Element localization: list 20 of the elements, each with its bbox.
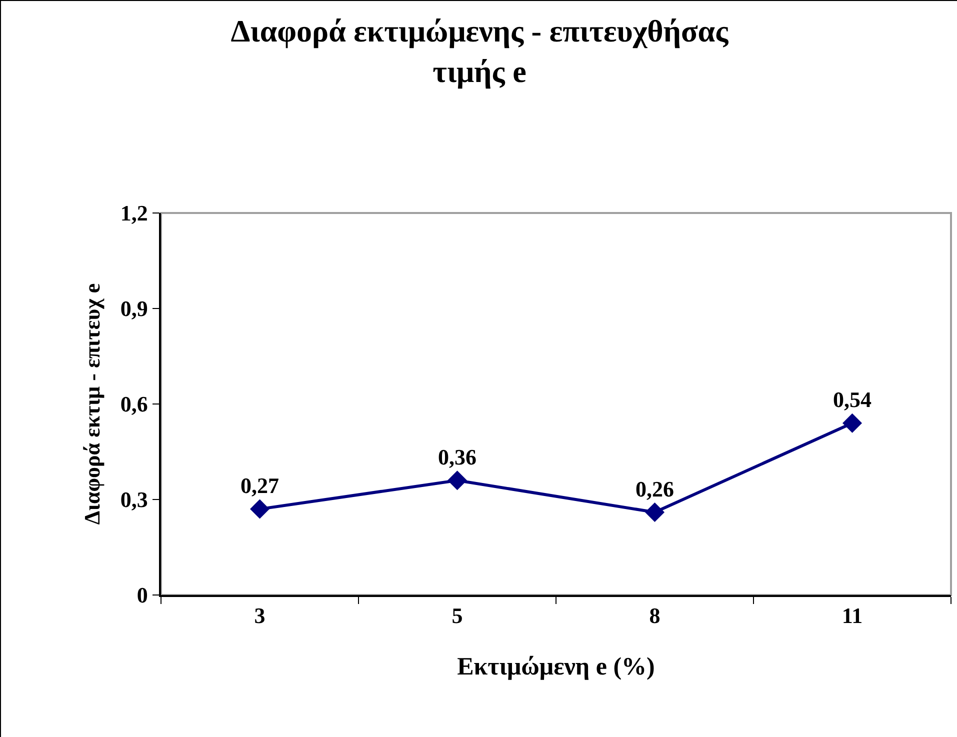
data-label: 0,26: [636, 476, 674, 502]
y-tick-label: 0: [136, 582, 148, 608]
x-tick-label: 11: [842, 603, 863, 628]
data-label: 0,54: [833, 387, 872, 412]
x-tick-label: 3: [254, 603, 266, 628]
point: [448, 470, 467, 490]
point: [842, 413, 862, 433]
y-tick-label: 0,3: [120, 487, 148, 512]
x-tick-label: 5: [452, 603, 463, 628]
point: [645, 502, 664, 522]
point: [250, 499, 270, 519]
chart-title: Διαφορά εκτιμώμενης - επιτευχθήσας τιμής e: [230, 14, 730, 89]
x-tick-label: 8: [649, 603, 660, 628]
y-tick-label: 1,2: [120, 200, 148, 226]
data-label: 0,27: [240, 473, 279, 498]
y-tick-label: 0,6: [120, 392, 148, 417]
y-tick-label: 0,9: [120, 296, 148, 322]
x-axis-title: Εκτιμώμενη e (%): [457, 654, 655, 681]
y-axis-title: Διαφορά εκτιμ - επιτευχ e: [80, 283, 105, 525]
data-label: 0,36: [438, 444, 476, 470]
